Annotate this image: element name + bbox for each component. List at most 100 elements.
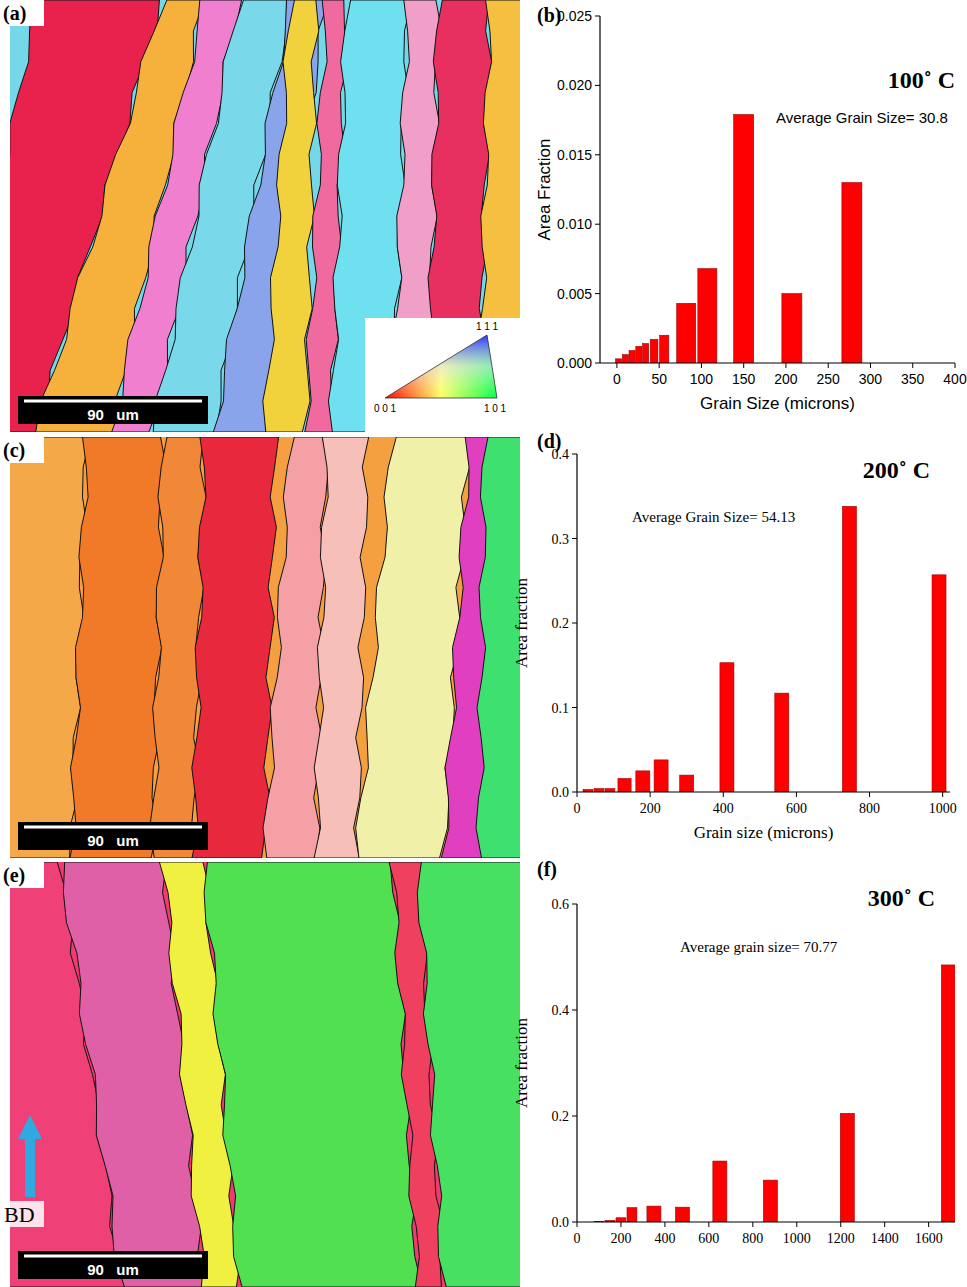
y-tick [572,454,577,455]
annotation: Average grain size= 70.77 [680,939,838,955]
y-tick-label: 0.2 [552,616,570,631]
x-axis [577,791,950,792]
scale-label: 90 um [87,1261,139,1278]
bar [840,1113,854,1222]
y-tick [595,16,600,17]
scale-line [24,400,202,403]
x-tick [752,1222,753,1227]
x-tick [796,792,797,797]
y-tick [595,224,600,225]
ebsd-map [10,862,520,1287]
x-tick [912,363,913,368]
x-tick [650,792,651,797]
x-tick [659,363,660,368]
bar [636,346,642,363]
y-tick [572,707,577,708]
scale-line [24,1255,202,1258]
y-tick-label: 0.005 [557,286,592,302]
x-tick-label: 250 [817,371,841,387]
bar [616,359,622,363]
figure: (a)90 um(c)90 um(e)90 umBD1 1 10 0 11 0 … [0,0,967,1287]
y-tick [572,792,577,793]
scale-line [24,826,202,829]
y-axis [576,904,577,1222]
scale-bar [18,396,208,424]
letter-ground [0,0,44,26]
x-tick-label: 300 [859,371,883,387]
bar [629,351,635,363]
y-axis [599,16,600,363]
bar [720,663,734,792]
ipf-label: 1 1 1 [476,321,499,332]
chart-title: 300˚ C [868,885,935,911]
y-tick-label: 0.025 [557,8,592,24]
ipf-triangle-top [385,335,497,398]
y-tick [595,363,600,364]
bar [932,575,946,792]
x-tick-label: 1000 [783,1231,811,1246]
panel-letter: (a) [3,2,26,25]
x-tick [955,363,956,368]
y-tick [595,293,600,294]
ipf-ground [365,318,520,432]
x-tick-label: 1000 [929,801,957,816]
x-tick [869,792,870,797]
x-axis-title: Grain size (microns) [694,823,834,842]
x-tick [870,363,871,368]
bd-ground [2,1201,44,1227]
x-tick [577,792,578,797]
bar [775,693,789,792]
y-tick [572,904,577,905]
map-ground [10,437,520,858]
bars [583,506,946,792]
x-tick-label: 50 [651,371,667,387]
x-tick-label: 350 [901,371,925,387]
chart: 0501001502002503003504000.0000.0050.0100… [535,4,967,413]
ebsd-map [10,437,520,858]
letter-ground [0,862,44,888]
chart-title: 100˚ C [888,67,955,93]
x-tick-label: 600 [786,801,807,816]
chart: 020040060080010001200140016000.00.20.40.… [512,858,955,1246]
x-tick-label: 200 [774,371,798,387]
bar [782,294,802,363]
y-tick [572,1116,577,1117]
x-tick-label: 100 [690,371,714,387]
y-tick-label: 0.015 [557,147,592,163]
x-tick-label: 0 [574,1231,581,1246]
panel-letter: (e) [3,864,25,887]
y-tick [595,85,600,86]
bar [636,771,650,792]
y-tick-label: 0.0 [552,785,570,800]
bars [594,965,955,1222]
x-tick-label: 0 [574,801,581,816]
x-tick [723,792,724,797]
direction-label: BD [4,1202,35,1227]
x-tick [620,1222,621,1227]
arrow-shaft [25,1137,35,1197]
y-tick-label: 0.1 [552,701,570,716]
x-tick [942,792,943,797]
x-tick [828,363,829,368]
x-tick [701,363,702,368]
scale-label: 90 um [87,406,139,423]
bar [650,339,658,363]
panel-letter: (c) [3,439,25,462]
x-tick-label: 200 [640,801,661,816]
panel-letter: (f) [537,858,557,881]
x-tick-label: 200 [610,1231,631,1246]
x-tick [743,363,744,368]
bar [675,1207,689,1222]
chart: 020040060080010000.00.10.20.30.4Grain si… [512,430,957,842]
y-tick-label: 0.010 [557,216,592,232]
bar [677,303,696,363]
bar [618,778,631,792]
y-tick-label: 0.3 [552,532,570,547]
x-tick-label: 600 [698,1231,719,1246]
panel-letter: (d) [537,430,561,453]
grain [417,862,520,1287]
x-tick-label: 150 [732,371,756,387]
ipf-label: 0 0 1 [374,403,397,414]
ipf-label: 1 0 1 [484,403,507,414]
chart-title: 200˚ C [863,457,930,483]
